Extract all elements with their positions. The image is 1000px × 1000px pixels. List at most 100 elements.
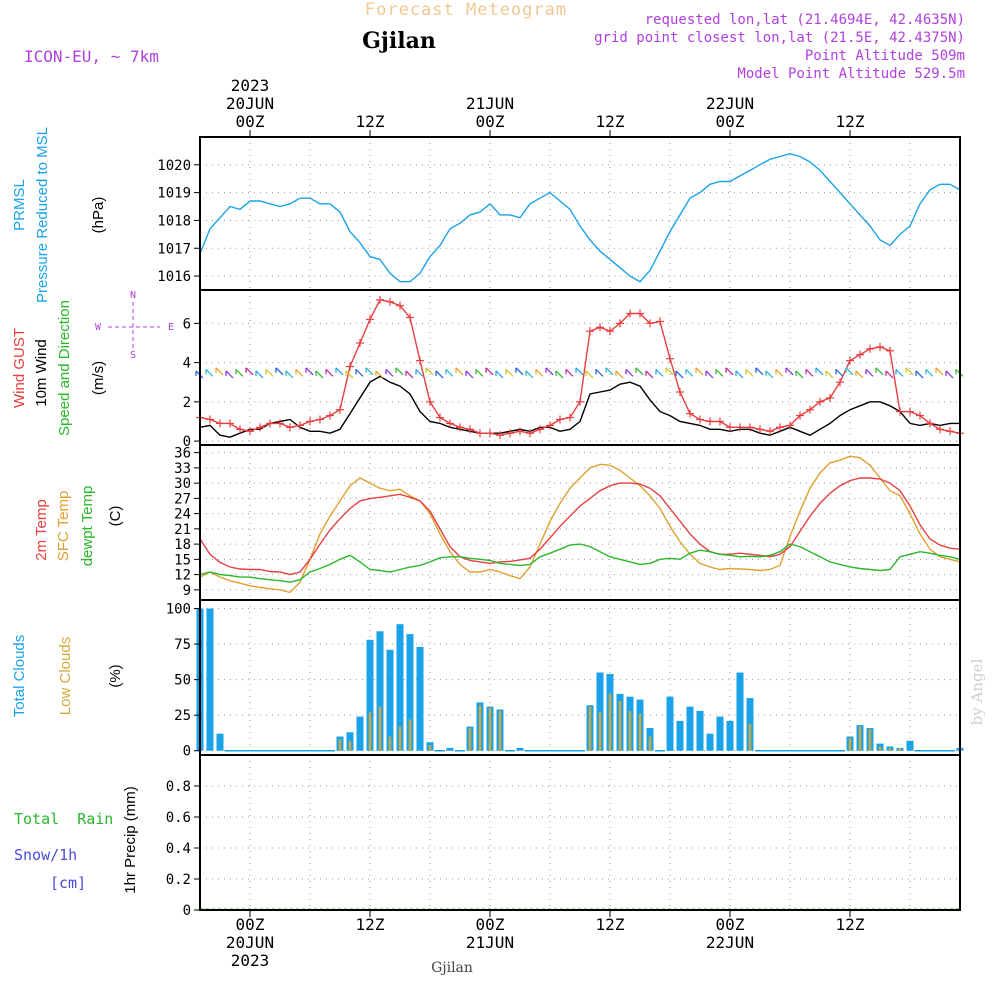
temp-unit-label: (C) <box>107 506 124 527</box>
wind-direction-arrow <box>575 367 584 376</box>
prmsl-label: PRMSL <box>11 179 28 231</box>
low-clouds-bar <box>468 727 472 751</box>
low-clouds-bar <box>598 712 602 751</box>
low-clouds-bar <box>748 723 752 751</box>
total-clouds-bar <box>376 631 384 751</box>
wind-direction-arrow <box>885 370 894 379</box>
y-tick-label: 1017 <box>157 241 191 257</box>
low-clouds-bar <box>638 713 642 751</box>
wind-direction-arrow <box>595 368 604 377</box>
wind-direction-arrow <box>785 367 794 376</box>
point-altitude: Point Altitude 509m <box>805 48 965 64</box>
wind-direction-arrow <box>915 370 924 379</box>
temp-dewpt-label: dewpt Temp <box>79 486 96 567</box>
wind-direction-arrow <box>275 367 284 376</box>
time-label-top: 12Z <box>596 112 625 131</box>
total-clouds-bar <box>406 634 414 751</box>
time-label-bottom: 12Z <box>596 915 625 934</box>
low-clouds-bar <box>878 746 882 751</box>
total-clouds-bar <box>596 672 604 751</box>
snow-unit-label: [cm] <box>50 874 86 892</box>
total-clouds-bar <box>366 639 374 751</box>
total-clouds-bar <box>736 672 744 751</box>
low-clouds-bar <box>388 736 392 751</box>
wind-direction-arrow <box>835 368 844 377</box>
wind-direction-arrow <box>525 370 534 379</box>
y-tick-label: 21 <box>174 522 191 538</box>
pressure-line <box>199 152 961 283</box>
wind-direction-arrow <box>935 367 944 376</box>
total-clouds-bar <box>666 696 674 751</box>
y-tick-label: 6 <box>183 316 191 332</box>
wind-10m-label: 10m Wind <box>33 339 50 407</box>
compass-south: S <box>130 350 136 361</box>
low-clouds-bar <box>858 726 862 751</box>
wind-direction-arrow <box>385 368 394 377</box>
y-tick-label: 0.4 <box>166 841 191 857</box>
low-clouds-bar <box>608 693 612 751</box>
total-clouds-label: Total Clouds <box>11 635 28 718</box>
y-tick-label: 0.6 <box>166 810 191 826</box>
wind-direction-arrow <box>745 368 754 377</box>
wind-direction-arrow <box>425 367 434 376</box>
low-clouds-bar <box>868 729 872 751</box>
panel-frame-precip <box>199 754 961 911</box>
wind-direction-arrow <box>455 367 464 376</box>
y-tick-label: 4 <box>183 356 191 372</box>
temp-sfc-label: SFC Temp <box>55 491 72 562</box>
wind-direction-arrow <box>475 368 484 377</box>
model-label: ICON-EU, ~ 7km <box>24 47 159 66</box>
panel-frame-clouds <box>199 599 961 756</box>
wind-direction-arrow <box>375 370 384 379</box>
wind-direction-arrow <box>495 370 504 379</box>
y-tick-label: 33 <box>174 461 191 477</box>
total-clouds-bar <box>676 720 684 751</box>
total-clouds-bar <box>206 608 214 751</box>
y-tick-label: 0.2 <box>166 872 191 888</box>
wind-direction-arrow <box>285 370 294 379</box>
wind-direction-arrow <box>545 367 554 376</box>
low-clouds-bar <box>588 706 592 751</box>
wind-direction-arrow <box>365 367 374 376</box>
y-tick-label: 1020 <box>157 158 191 174</box>
total-clouds-bar <box>216 733 224 751</box>
low-clouds-bar <box>378 706 382 751</box>
data-marks <box>195 152 964 910</box>
wind-direction-arrow <box>695 367 704 376</box>
total-clouds-bar <box>706 733 714 751</box>
y-tick-label: 25 <box>174 708 191 724</box>
time-label-bottom: 22JUN <box>706 933 754 952</box>
wind-direction-arrow <box>515 367 524 376</box>
wind-direction-arrow <box>605 367 614 376</box>
clouds-unit-label: (%) <box>107 664 124 687</box>
y-tick-label: 30 <box>174 476 191 492</box>
temp-2m-label: 2m Temp <box>33 499 50 560</box>
wind-direction-arrow <box>945 370 954 379</box>
grid-point-coords: grid point closest lon,lat (21.5E, 42.43… <box>594 30 965 46</box>
time-label-bottom: 00Z <box>236 915 265 934</box>
low-clouds-bar <box>428 745 432 751</box>
low-clouds-label: Low Clouds <box>57 637 74 715</box>
wind-direction-arrow <box>335 367 344 376</box>
time-label-bottom: 12Z <box>356 915 385 934</box>
y-tick-label: 1018 <box>157 213 191 229</box>
compass-west: W <box>95 322 102 333</box>
pressure-msl-label: Pressure Reduced to MSL <box>34 127 51 303</box>
wind-direction-arrow <box>635 367 644 376</box>
y-tick-label: 12 <box>174 568 191 584</box>
wind-direction-arrow <box>585 370 594 379</box>
sfc-temp-line <box>199 455 961 594</box>
total-clouds-bar <box>516 747 524 751</box>
time-label-top: 21JUN <box>466 94 514 113</box>
wind-dir-label: Speed and Direction <box>56 300 73 436</box>
wind-direction-arrow <box>465 370 474 379</box>
wind-direction-arrow <box>435 370 444 379</box>
watermark: by Angel <box>968 658 986 725</box>
wind-direction-arrow <box>265 368 274 377</box>
panel-frame-pressure <box>199 136 961 291</box>
low-clouds-bar <box>898 747 902 751</box>
low-clouds-bar <box>368 712 372 751</box>
wind-gust-line <box>199 299 961 436</box>
wind-direction-arrow <box>865 368 874 377</box>
y-tick-label: 100 <box>166 602 191 618</box>
